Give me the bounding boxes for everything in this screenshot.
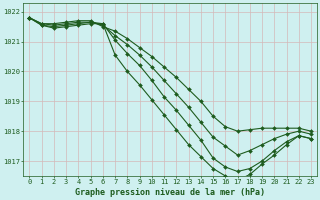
X-axis label: Graphe pression niveau de la mer (hPa): Graphe pression niveau de la mer (hPa)	[75, 188, 265, 197]
